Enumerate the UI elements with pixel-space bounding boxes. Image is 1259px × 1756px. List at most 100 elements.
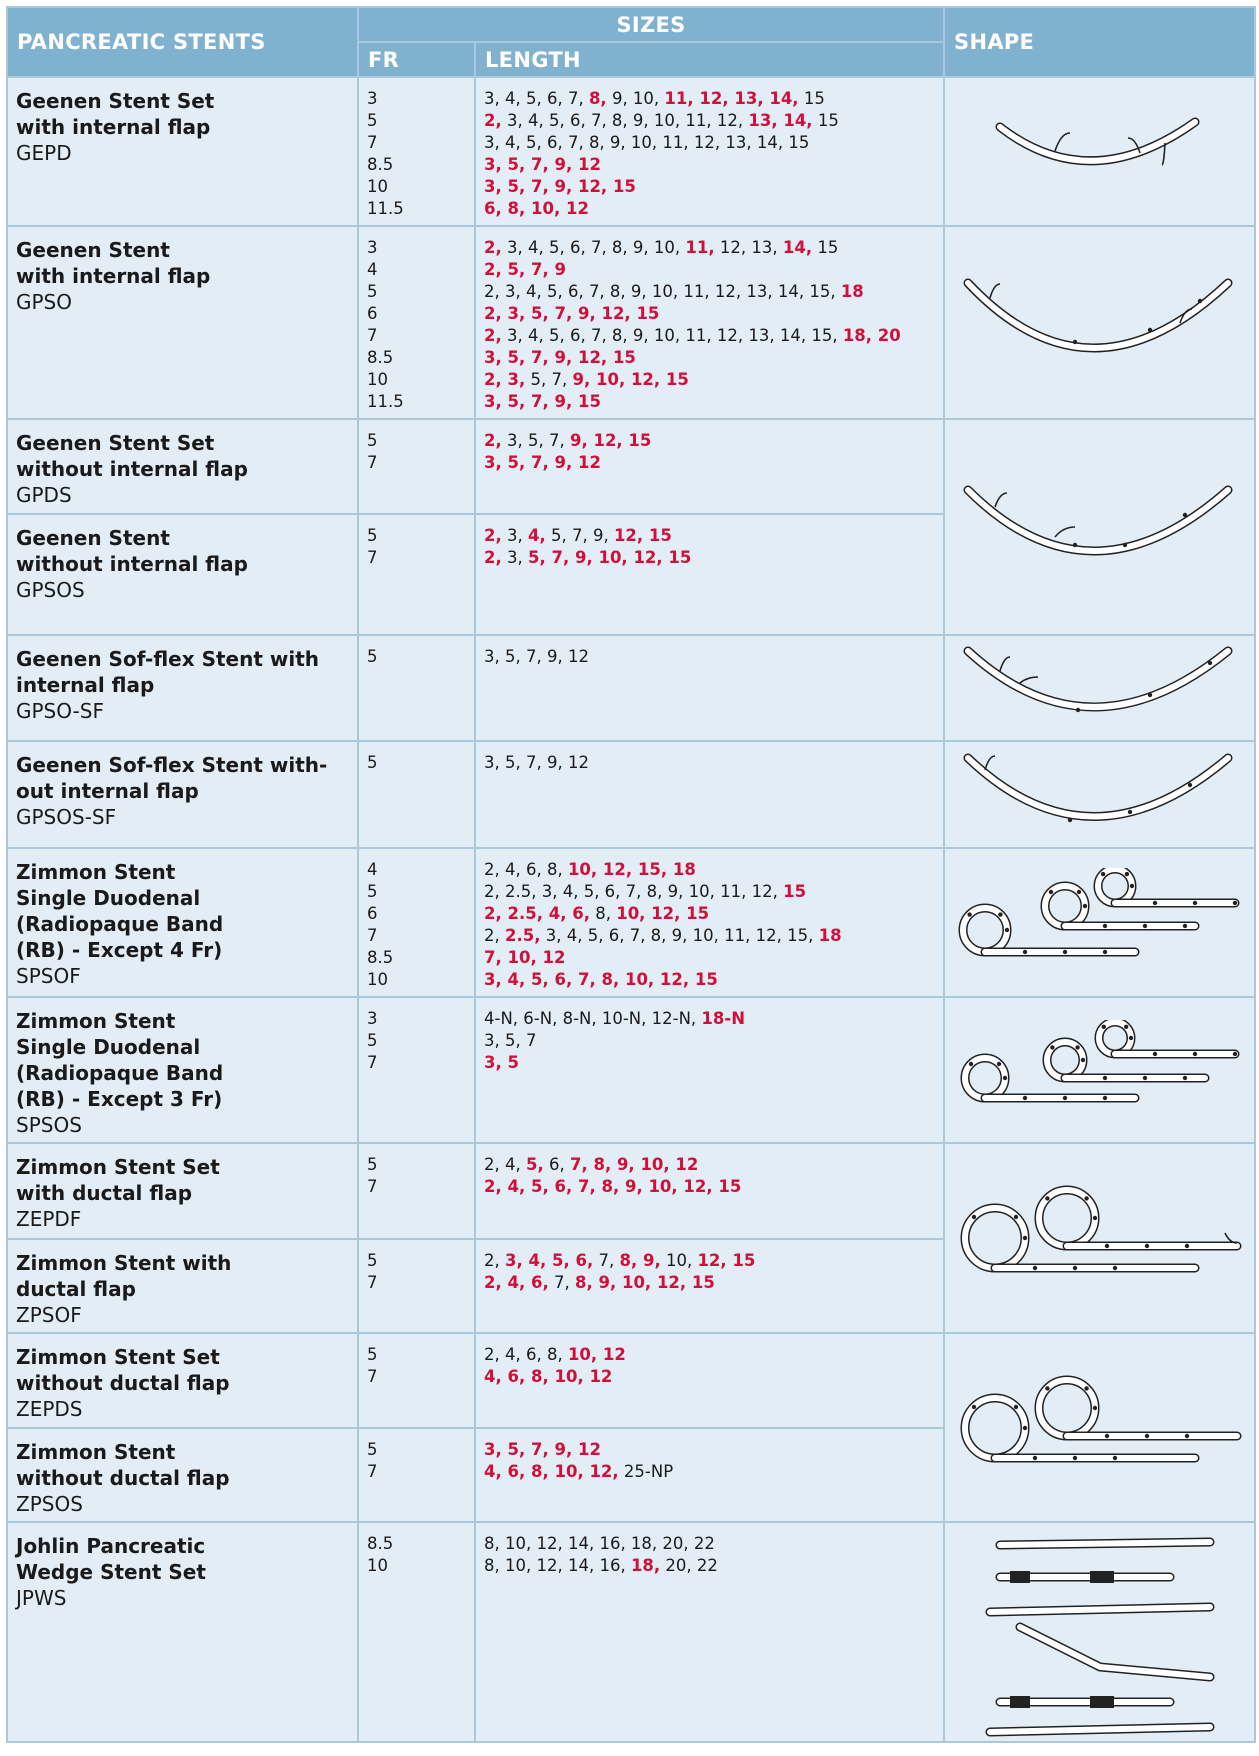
length-run: 4, 6, 8, 10, 12,: [484, 1462, 619, 1481]
length-run: 8, 9,: [619, 1251, 661, 1270]
product-name: (Radiopaque Band: [16, 912, 224, 936]
fr-value: 3: [367, 89, 378, 108]
product-code: GPSOS-SF: [16, 805, 117, 829]
product-name: without internal flap: [16, 457, 248, 481]
stent-shape: [960, 1185, 1242, 1273]
stent-shape: [963, 278, 1233, 352]
table-row: Geenen Sof-flex Stent with-out internal …: [6, 740, 1257, 849]
fr-value: 7: [367, 926, 378, 945]
length-line: 6, 8, 10, 12: [484, 198, 935, 220]
shape-cell: [943, 225, 1257, 420]
product-cell: Johlin Pancreatic Wedge Stent Set JPWS: [6, 1521, 359, 1743]
stent-shape: [960, 1020, 1240, 1103]
length-line: 3, 5, 7, 9, 12, 15: [484, 347, 935, 369]
product-cell: Geenen Stent with internal flap GPSO: [6, 225, 359, 420]
length-line: 2, 2.5, 3, 4, 5, 6, 7, 8, 9, 10, 11, 12,…: [484, 925, 935, 947]
length-line: 3, 5: [484, 1052, 935, 1074]
length-cell: 2, 4, 6, 8, 10, 12 4, 6, 8, 10, 12: [473, 1332, 946, 1429]
fr-cell: 8.5 10: [357, 1521, 476, 1743]
product-cell: Zimmon Stent with ductal flap ZPSOF: [6, 1238, 359, 1334]
length-run: 12, 15: [697, 1251, 756, 1270]
length-cell: 2, 3, 4, 5, 6, 7, 8, 9, 10, 11, 12, 13, …: [473, 225, 946, 420]
stent-shape: [958, 867, 1240, 956]
table-row: Geenen Stent without internal flap GPSOS 5 7…: [6, 513, 1255, 636]
header-shape: SHAPE: [943, 6, 1257, 78]
length-cell: 8, 10, 12, 14, 16, 18, 20, 22 8, 10, 12, …: [473, 1521, 946, 1743]
product-name: without internal flap: [16, 552, 248, 576]
length-line: 2, 3, 4, 5, 6, 7, 8, 9, 10, 11, 12, 13, …: [484, 281, 935, 303]
length-run: 3, 4, 5, 6, 7,: [484, 89, 589, 108]
fr-value: 5: [367, 431, 378, 450]
length-cell: 3, 5, 7, 9, 12: [473, 740, 946, 849]
length-run: 3, 4, 5, 6, 7, 8, 9, 10, 11, 12, 13, 14,…: [501, 326, 843, 345]
header-length: LENGTH: [473, 41, 946, 78]
fr-value: 5: [367, 1031, 378, 1050]
length-run: 15: [812, 238, 839, 257]
length-line: 8, 10, 12, 14, 16, 18, 20, 22: [484, 1533, 935, 1555]
length-run: 3, 5, 7, 9, 12: [484, 155, 601, 174]
fr-value: 5: [367, 111, 378, 130]
length-run: 3, 4, 5, 6,: [505, 1251, 594, 1270]
length-run: 8, 10, 12, 14, 16,: [484, 1556, 631, 1575]
length-run: 15: [812, 111, 839, 130]
length-line: 3, 4, 5, 6, 7, 8, 10, 12, 15: [484, 969, 935, 991]
length-run: 5, 7,: [525, 370, 573, 389]
fr-cell: 3 4 5 6 7 8.5 10 11.5: [357, 225, 476, 420]
fr-value: 5: [367, 1251, 378, 1270]
product-name: Single Duodenal: [16, 1035, 201, 1059]
length-run: 3, 4, 5, 6, 7, 8, 9, 10,: [501, 238, 686, 257]
fr-value: 7: [367, 326, 378, 345]
fr-value: 5: [367, 526, 378, 545]
length-line: 2, 2.5, 3, 4, 5, 6, 7, 8, 9, 10, 11, 12,…: [484, 881, 935, 903]
length-line: 2, 3, 5, 7, 9, 12, 15: [484, 430, 935, 452]
length-run: 12, 13,: [714, 238, 783, 257]
length-line: 2, 3, 4, 5, 6, 7, 8, 9, 10, 11, 12, 13, …: [484, 110, 935, 132]
table-row: Zimmon Stent with ductal flap ZPSOF 5 7 2, 3,…: [6, 1238, 1255, 1334]
length-cell: 2, 3, 4, 5, 6, 7, 8, 9, 10, 12, 15 2, 4, …: [473, 1238, 946, 1334]
length-run: 2,: [484, 111, 502, 130]
length-run: 8,: [588, 89, 607, 108]
length-line: 4, 6, 8, 10, 12, 25-NP: [484, 1461, 935, 1483]
product-name: Geenen Stent: [16, 526, 170, 550]
product-name: with internal flap: [16, 115, 211, 139]
fr-value: 8.5: [367, 155, 394, 174]
length-run: 9, 10,: [606, 89, 665, 108]
length-line: 2, 4, 6, 7, 8, 9, 10, 12, 15: [484, 1272, 935, 1294]
length-run: 10,: [660, 1251, 698, 1270]
length-line: 3, 5, 7, 9, 12: [484, 1439, 935, 1461]
product-name: Zimmon Stent: [16, 1009, 176, 1033]
length-line: 3, 5, 7, 9, 12: [484, 452, 935, 474]
table-row: Zimmon Stent without ductal flap ZPSOS 5 7 3,…: [6, 1427, 1255, 1523]
length-run: 6, 8, 10, 12: [484, 199, 589, 218]
length-run: 2, 3, 4, 5, 6, 7, 8, 9, 10, 11, 12, 13, …: [484, 282, 841, 301]
length-line: 7, 10, 12: [484, 947, 935, 969]
length-run: 3, 4, 5, 6, 7, 8, 10, 12, 15: [484, 970, 718, 989]
product-name: Wedge Stent Set: [16, 1560, 206, 1584]
length-line: 3, 4, 5, 6, 7, 8, 9, 10, 11, 12, 13, 14,…: [484, 132, 935, 154]
length-run: 2, 4,: [484, 1155, 526, 1174]
length-run: 18: [840, 282, 864, 301]
product-name: Geenen Stent Set: [16, 431, 215, 455]
length-run: 15: [798, 89, 825, 108]
product-name: Geenen Stent: [16, 238, 170, 262]
length-line: 3, 5, 7, 9, 12, 15: [484, 176, 935, 198]
length-run: 9, 10, 12, 15: [572, 370, 689, 389]
fr-value: 6: [367, 904, 378, 923]
length-run: 3, 5, 7, 9, 12, 15: [484, 177, 636, 196]
fr-value: 7: [367, 548, 378, 567]
fr-value: 11.5: [367, 392, 404, 411]
length-line: 2, 3, 4, 5, 7, 9, 12, 15: [484, 525, 935, 547]
length-run: 25-NP: [618, 1462, 674, 1481]
shape-cell: [943, 1521, 1257, 1743]
fr-value: 4: [367, 260, 378, 279]
product-cell: Zimmon Stent Single Duodenal (Radiopaque B…: [6, 847, 359, 998]
product-code: JPWS: [16, 1586, 67, 1610]
product-code: SPSOF: [16, 964, 81, 988]
length-line: 2, 3, 5, 7, 9, 12, 15: [484, 303, 935, 325]
fr-value: 8.5: [367, 1534, 394, 1553]
length-run: 18-N: [701, 1009, 746, 1028]
length-run: 8, 9, 10, 12, 15: [574, 1273, 715, 1292]
length-run: 5, 7, 9, 10, 12, 15: [527, 548, 692, 567]
